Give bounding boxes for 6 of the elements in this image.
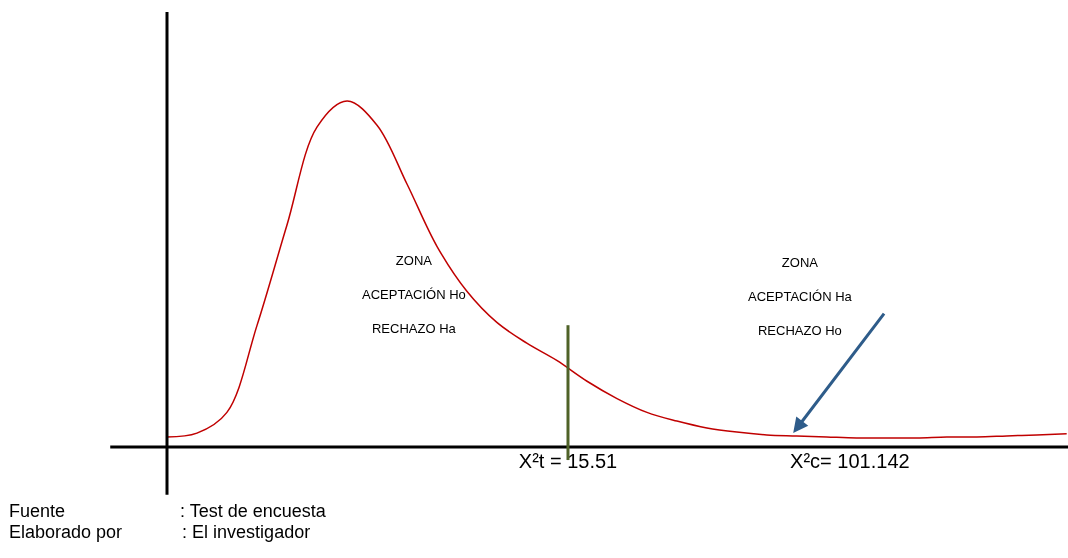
text: ZONA ACEPTACIÓN Ho RECHAZO Ha <box>362 253 466 336</box>
x-tick-label: X²t = 15.51 <box>518 450 618 472</box>
source-note: Fuente : Test de encuesta <box>9 501 327 521</box>
text: Elaborado por : El investigador <box>9 522 311 542</box>
text: ZONA ACEPTACIÓN Ha RECHAZO Ho <box>748 255 852 338</box>
x-tick-label: X²c= 101.142 <box>790 450 910 472</box>
